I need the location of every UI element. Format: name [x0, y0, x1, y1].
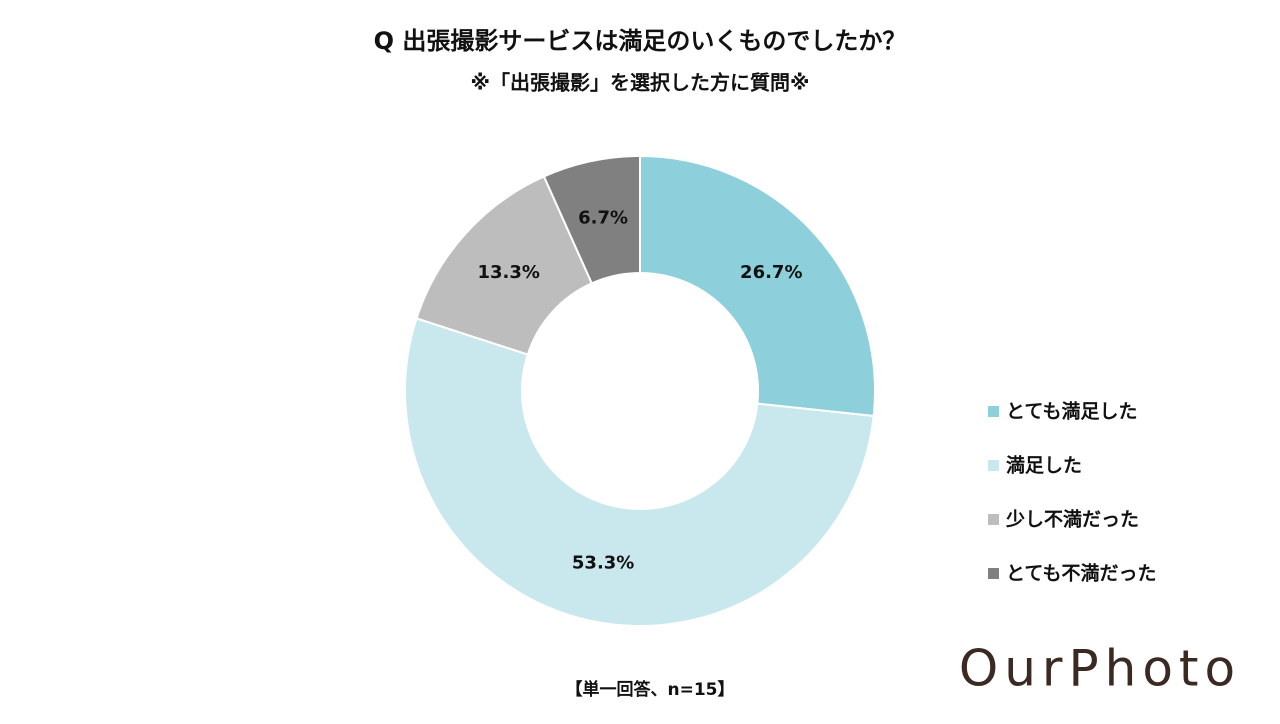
legend-label: 満足した: [1006, 455, 1082, 477]
legend-swatch: [988, 514, 999, 525]
data-label: 26.7%: [740, 262, 802, 283]
legend-label: とても不満だった: [1006, 563, 1156, 585]
data-label: 6.7%: [578, 207, 628, 228]
legend-label: とても満足した: [1006, 401, 1137, 423]
chart-note: 【単一回答、n=15】: [565, 679, 734, 700]
legend-label: 少し不満だった: [1005, 509, 1139, 531]
donut-slice: [404, 317, 875, 627]
donut-slice: [415, 175, 594, 356]
chart-title: Q 出張撮影サービスは満足のいくものでしたか？: [374, 27, 907, 55]
legend-swatch: [988, 568, 999, 579]
legend-swatch: [988, 460, 999, 471]
donut-slice: [639, 154, 876, 418]
data-label: 53.3%: [572, 553, 634, 574]
logo: OurPhoto: [959, 640, 1241, 698]
legend-swatch: [988, 406, 999, 417]
donut-slice: [542, 154, 641, 285]
chart-subtitle: ※「出張撮影」を選択した方に質問※: [471, 71, 810, 95]
data-label: 13.3%: [477, 262, 539, 283]
